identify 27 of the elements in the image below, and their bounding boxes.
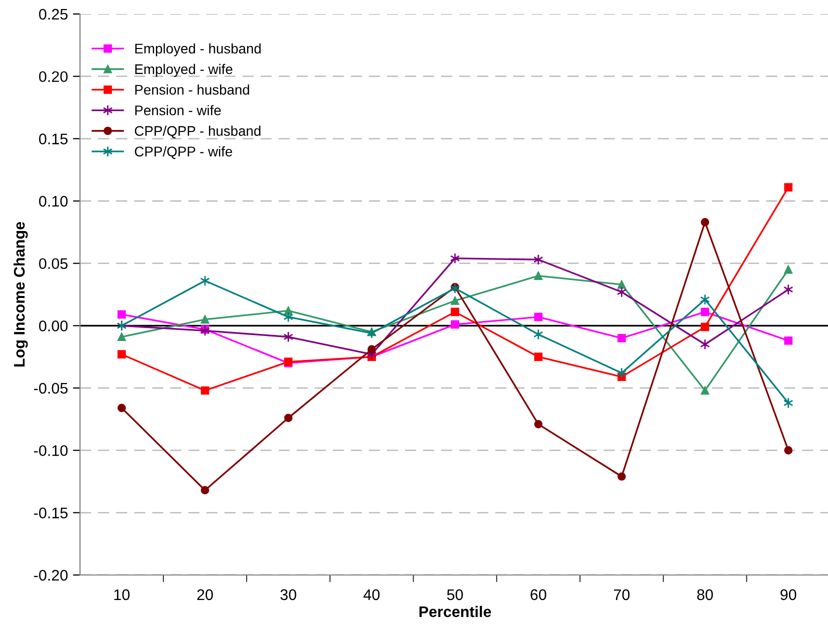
x-tick-label: 60 (530, 589, 546, 600)
x-tick-label: 80 (697, 589, 713, 600)
legend-label: Pension - husband (135, 84, 250, 95)
y-tick-label: 0.25 (39, 8, 68, 20)
y-tick-label: 0.00 (39, 320, 68, 332)
x-tick-label: 90 (780, 589, 796, 600)
y-tick-label: 0.10 (39, 196, 68, 207)
x-tick-label: 40 (364, 589, 380, 600)
y-tick-label: -0.15 (34, 508, 68, 518)
x-tick-label: 50 (447, 589, 463, 600)
x-tick-label: 10 (114, 589, 130, 600)
y-tick-label: 0.05 (39, 258, 68, 270)
y-tick-label: 0.15 (39, 134, 68, 144)
legend-label: Employed - husband (135, 43, 261, 56)
y-tick-label: -0.20 (34, 570, 68, 581)
y-axis-title: Log Income Change (14, 222, 28, 366)
x-tick-label: 70 (614, 589, 630, 600)
legend-label: CPP/QPP - wife (134, 146, 232, 159)
x-tick-label: 30 (280, 589, 296, 600)
x-axis-title: Percentile (420, 606, 491, 618)
y-tick-label: -0.10 (34, 445, 68, 456)
legend-label: Pension - wife (135, 105, 221, 116)
legend-label: Employed - wife (135, 64, 232, 77)
x-tick-label: 20 (197, 589, 213, 600)
y-tick-label: 0.20 (39, 71, 68, 82)
legend-label: CPP/QPP - husband (134, 126, 260, 138)
y-tick-label: -0.05 (34, 382, 68, 394)
